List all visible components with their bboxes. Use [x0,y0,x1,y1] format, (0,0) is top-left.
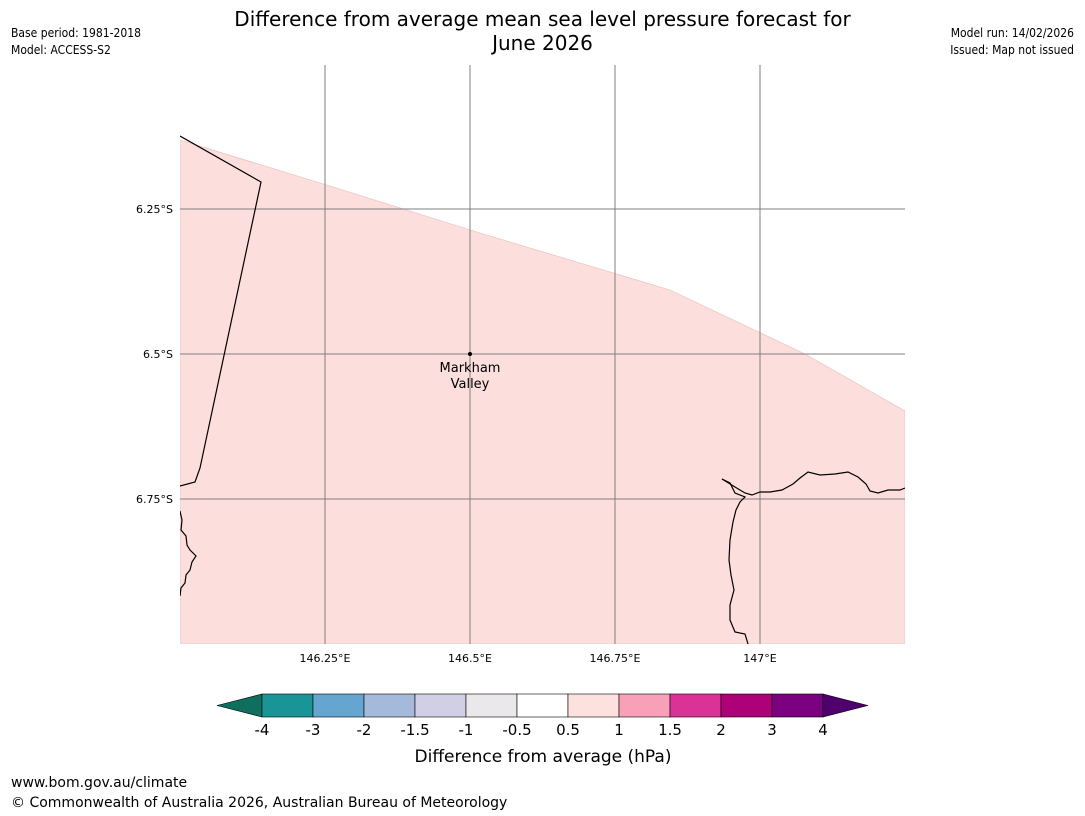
colorbar-tick-label: 4 [818,721,828,739]
base-period: Base period: 1981-2018 [11,26,142,40]
model-run: Model run: 14/02/2026 [950,26,1074,40]
colorbar-tick-label: -1 [459,721,474,739]
colorbar-bin [414,693,467,718]
coastlines [180,135,905,644]
title-line-2: June 2026 [492,31,593,55]
lon-label-147: 147°E [743,652,776,665]
issued-status: Issued: Map not issued [950,43,1074,57]
colorbar-tick-label: 1 [614,721,624,739]
coast-right-inlet [721,478,749,644]
colorbar-bin [516,693,569,718]
provincial-boundary [180,135,262,487]
coast-right-shore [721,471,905,496]
colorbar-bin [465,693,518,718]
colorbar-over-arrow [822,693,869,718]
colorbar-tick-label: 1.5 [658,721,682,739]
colorbar-bin [618,693,671,718]
colorbar-bin [669,693,722,718]
colorbar-tick-label: 0.5 [556,721,580,739]
anomaly-fill [180,139,905,644]
place-name-line-1: Markham [440,361,501,376]
footer-copyright: © Commonwealth of Australia 2026, Austra… [11,795,508,811]
graticule [180,65,905,644]
colorbar-bin [261,693,314,718]
colorbar-bin [567,693,620,718]
footer: www.bom.gov.au/climate © Commonwealth of… [11,773,507,813]
colorbar-tick-label: -3 [306,721,321,739]
colorbar-label: Difference from average (hPa) [415,747,672,767]
place-marker [468,352,472,356]
colorbar: -4 -3 -2 -1.5 -1 -0.5 0.5 1 1.5 2 3 4 [216,693,869,739]
meta-left: Base period: 1981-2018 Model: ACCESS-S2 [11,25,141,59]
place-name-line-2: Valley [451,377,490,392]
title-line-1: Difference from average mean sea level p… [234,7,851,31]
colorbar-tick-label: -4 [255,721,270,739]
lon-label-146-5: 146.5°E [448,652,492,665]
model-name: Model: ACCESS-S2 [11,43,111,57]
colorbar-bin [720,693,773,718]
colorbar-tick-label: -1.5 [400,721,429,739]
lat-label-6-25: 6.25°S [136,203,173,216]
lon-label-146-75: 146.75°E [590,652,641,665]
colorbar-tick-label: -2 [357,721,372,739]
coast-left [180,510,197,597]
meta-right: Model run: 14/02/2026 Issued: Map not is… [950,25,1074,59]
footer-url: www.bom.gov.au/climate [11,775,188,791]
lat-label-6-75: 6.75°S [136,493,173,506]
map-title: Difference from average mean sea level p… [0,7,1085,55]
colorbar-tick-label: 3 [767,721,777,739]
colorbar-bin [363,693,416,718]
colorbar-tick-label: -0.5 [502,721,531,739]
lat-label-6-5: 6.5°S [143,348,173,361]
colorbar-under-arrow [216,693,263,718]
colorbar-bin [771,693,824,718]
lon-label-146-25: 146.25°E [300,652,351,665]
colorbar-tick-label: 2 [716,721,726,739]
colorbar-bin [312,693,365,718]
